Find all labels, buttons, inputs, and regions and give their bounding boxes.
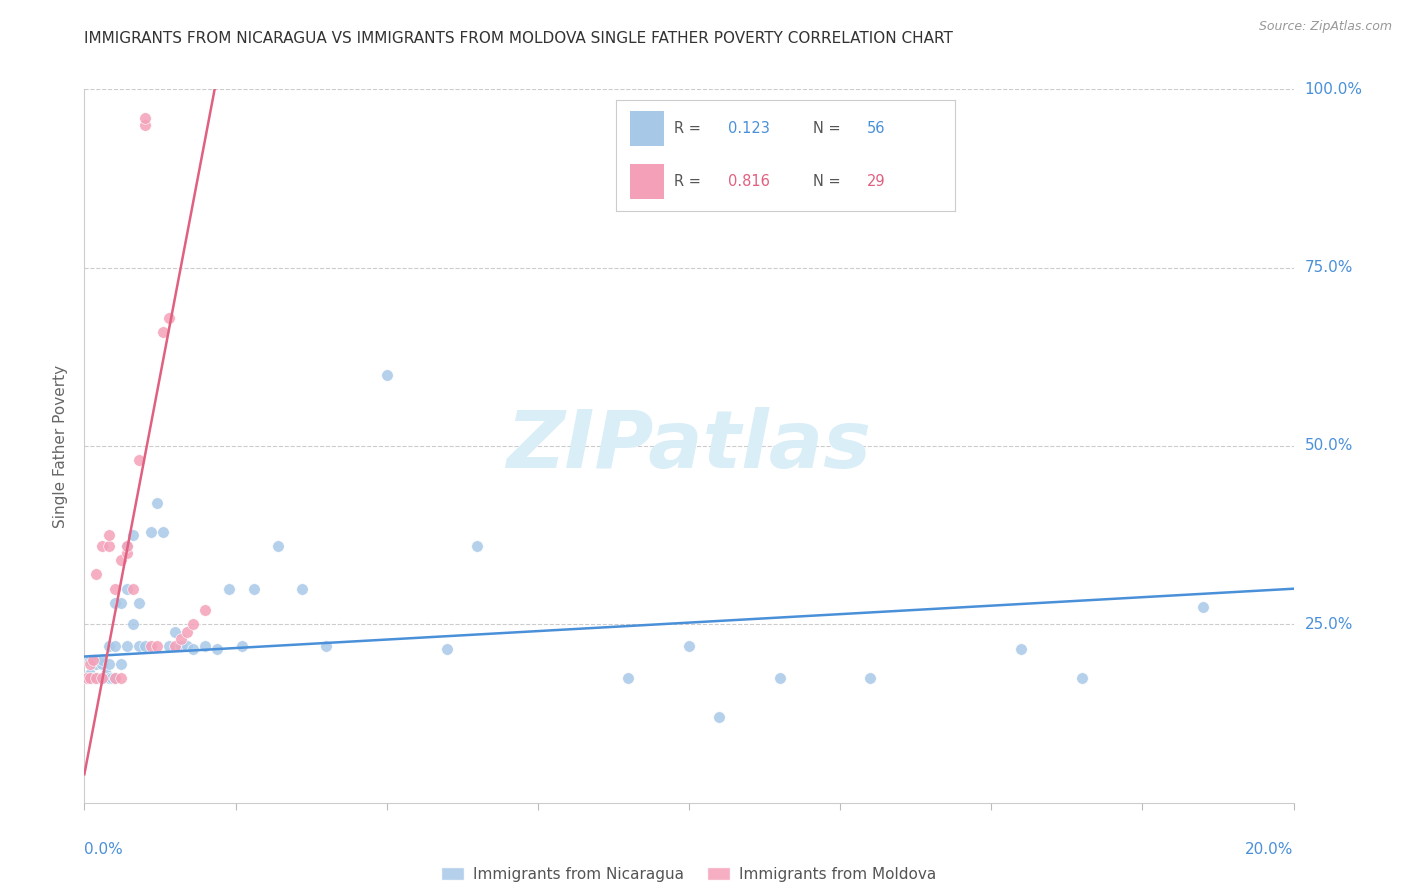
Text: 75.0%: 75.0% bbox=[1305, 260, 1353, 275]
Point bbox=[104, 582, 127, 596]
Point bbox=[157, 310, 180, 325]
Point bbox=[97, 657, 120, 671]
Point bbox=[86, 567, 108, 582]
Point bbox=[97, 671, 120, 685]
Point bbox=[157, 639, 180, 653]
Point bbox=[91, 539, 114, 553]
Point bbox=[97, 528, 120, 542]
Text: 25.0%: 25.0% bbox=[1305, 617, 1353, 632]
Point bbox=[104, 596, 127, 610]
Text: 50.0%: 50.0% bbox=[1305, 439, 1353, 453]
Y-axis label: Single Father Poverty: Single Father Poverty bbox=[53, 365, 69, 527]
Point bbox=[128, 596, 150, 610]
Point bbox=[110, 657, 132, 671]
Point bbox=[76, 671, 98, 685]
Point bbox=[115, 582, 138, 596]
Point bbox=[115, 539, 138, 553]
Point bbox=[242, 582, 264, 596]
Point bbox=[115, 539, 138, 553]
Point bbox=[170, 632, 193, 646]
Point bbox=[139, 639, 162, 653]
Text: Source: ZipAtlas.com: Source: ZipAtlas.com bbox=[1258, 20, 1392, 33]
Point bbox=[128, 453, 150, 467]
Point bbox=[170, 639, 193, 653]
Text: 0.0%: 0.0% bbox=[84, 842, 124, 856]
Point bbox=[104, 671, 127, 685]
Point bbox=[97, 639, 120, 653]
Point bbox=[134, 639, 156, 653]
Point bbox=[134, 111, 156, 125]
Point bbox=[86, 657, 108, 671]
Point bbox=[104, 639, 127, 653]
Point bbox=[231, 639, 253, 653]
Point bbox=[146, 639, 169, 653]
Point bbox=[315, 639, 337, 653]
Point bbox=[110, 553, 132, 567]
Point bbox=[267, 539, 290, 553]
Point bbox=[769, 671, 792, 685]
Point bbox=[100, 671, 122, 685]
Point bbox=[86, 671, 108, 685]
Point bbox=[79, 667, 101, 681]
Legend: Immigrants from Nicaragua, Immigrants from Moldova: Immigrants from Nicaragua, Immigrants fr… bbox=[436, 861, 942, 888]
Point bbox=[89, 671, 111, 685]
Point bbox=[121, 617, 143, 632]
Point bbox=[1010, 642, 1032, 657]
Point bbox=[176, 639, 198, 653]
Point bbox=[859, 671, 882, 685]
Point bbox=[176, 624, 198, 639]
Point bbox=[91, 671, 114, 685]
Point bbox=[79, 657, 101, 671]
Text: 100.0%: 100.0% bbox=[1305, 82, 1362, 96]
Point bbox=[91, 653, 114, 667]
Point bbox=[97, 539, 120, 553]
Point bbox=[146, 496, 169, 510]
Point bbox=[181, 642, 204, 657]
Point bbox=[79, 671, 101, 685]
Point bbox=[115, 546, 138, 560]
Point bbox=[194, 603, 217, 617]
Point bbox=[110, 596, 132, 610]
Point bbox=[163, 639, 186, 653]
Point bbox=[121, 582, 143, 596]
Point bbox=[218, 582, 240, 596]
Point bbox=[467, 539, 489, 553]
Text: 20.0%: 20.0% bbox=[1246, 842, 1294, 856]
Point bbox=[194, 639, 217, 653]
Point bbox=[91, 671, 114, 685]
Point bbox=[207, 642, 229, 657]
Point bbox=[91, 657, 114, 671]
Point bbox=[1071, 671, 1094, 685]
Point bbox=[115, 639, 138, 653]
Point bbox=[128, 639, 150, 653]
Point bbox=[110, 671, 132, 685]
Text: IMMIGRANTS FROM NICARAGUA VS IMMIGRANTS FROM MOLDOVA SINGLE FATHER POVERTY CORRE: IMMIGRANTS FROM NICARAGUA VS IMMIGRANTS … bbox=[84, 31, 953, 46]
Point bbox=[291, 582, 314, 596]
Point bbox=[76, 671, 98, 685]
Point bbox=[121, 528, 143, 542]
Text: ZIPatlas: ZIPatlas bbox=[506, 407, 872, 485]
Point bbox=[104, 671, 127, 685]
Point bbox=[82, 671, 104, 685]
Point bbox=[94, 667, 117, 681]
Point bbox=[82, 653, 104, 667]
Point bbox=[86, 653, 108, 667]
Point bbox=[86, 671, 108, 685]
Point bbox=[617, 671, 640, 685]
Point bbox=[436, 642, 458, 657]
Point bbox=[152, 325, 174, 339]
Point bbox=[709, 710, 731, 724]
Point bbox=[152, 524, 174, 539]
Point bbox=[181, 617, 204, 632]
Point bbox=[678, 639, 700, 653]
Point bbox=[134, 118, 156, 132]
Point bbox=[375, 368, 398, 382]
Point bbox=[79, 653, 101, 667]
Point bbox=[139, 524, 162, 539]
Point bbox=[1191, 599, 1213, 614]
Point bbox=[163, 624, 186, 639]
